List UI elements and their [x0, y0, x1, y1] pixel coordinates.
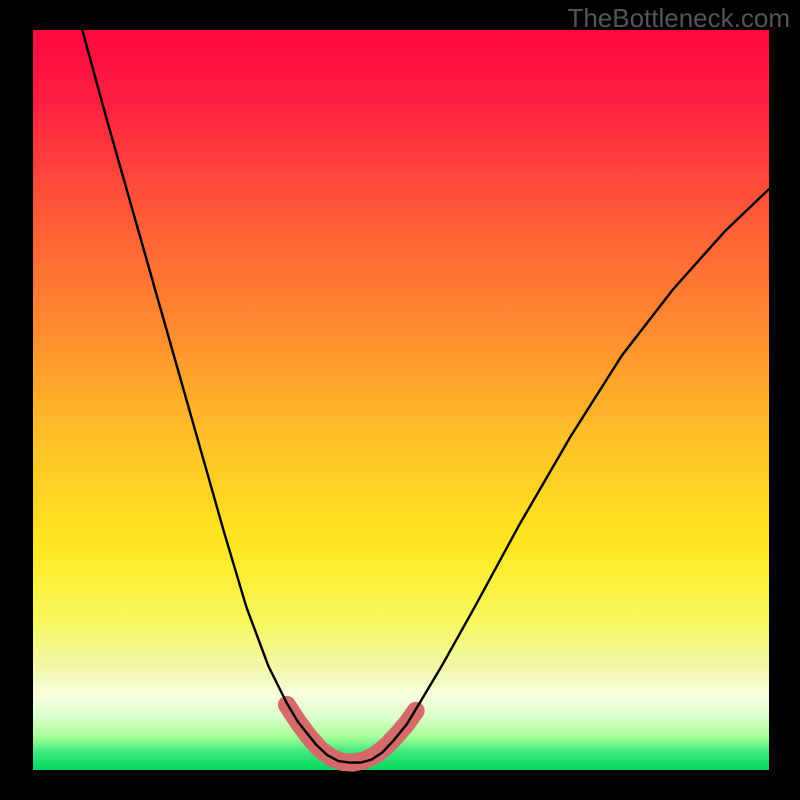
- watermark-text: TheBottleneck.com: [567, 3, 790, 34]
- bottleneck-curve: [82, 30, 769, 763]
- chart-overlay: [0, 0, 800, 800]
